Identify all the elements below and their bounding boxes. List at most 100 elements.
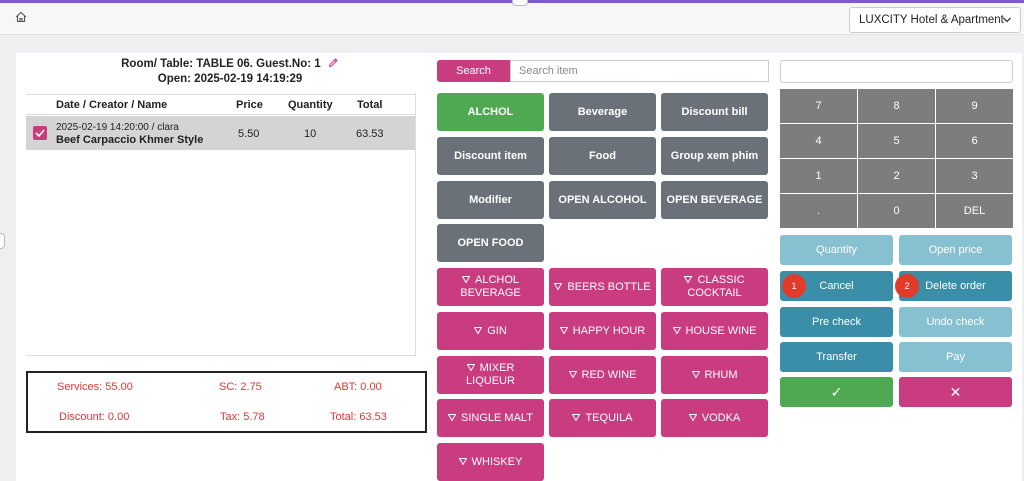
key-5[interactable]: 5 (858, 124, 935, 158)
table-row[interactable]: 2025-02-19 14:20:00 / clara Beef Carpacc… (26, 116, 415, 150)
category-discount-bill-button[interactable]: Discount bill (661, 93, 768, 131)
triangle-down-icon (466, 364, 475, 371)
triangle-down-icon (554, 282, 563, 290)
subcategory-rhum-button[interactable]: RHUM (661, 356, 768, 394)
subcategory-happy-hour-button[interactable]: HAPPY HOUR (549, 312, 656, 350)
triangle-down-icon (568, 370, 577, 378)
subcategory-mixer-liqueur-button[interactable]: MIXER LIQUEUR (437, 356, 544, 394)
step-badge-2: 2 (895, 274, 919, 298)
subcategory-label: MIXER LIQUEUR (466, 362, 515, 387)
triangle-down-icon (474, 326, 483, 334)
subcategory-tequila-button[interactable]: TEQUILA (549, 399, 656, 437)
key-1[interactable]: 1 (780, 159, 857, 193)
category-group-xem-phim-button[interactable]: Group xem phim (661, 137, 768, 175)
summary-tax: Tax: 5.78 (220, 411, 265, 423)
hotel-select-value: LUXCITY Hotel & Apartment (859, 14, 1004, 26)
col-total: Total (357, 99, 383, 111)
key-dot[interactable]: . (780, 194, 857, 228)
top-bar: LUXCITY Hotel & Apartment (0, 3, 1024, 35)
subcategory-label: BEERS BOTTLE (567, 280, 651, 293)
col-price: Price (236, 99, 263, 111)
subcategory-beers-bottle-button[interactable]: BEERS BOTTLE (549, 268, 656, 306)
triangle-down-icon (688, 413, 697, 421)
summary-abt: ABT: 0.00 (334, 381, 382, 393)
subcategory-single-malt-button[interactable]: SINGLE MALT (437, 399, 544, 437)
keypad-display[interactable] (780, 60, 1013, 83)
open-price-button[interactable]: Open price (899, 235, 1012, 265)
row-meta: 2025-02-19 14:20:00 / clara (56, 122, 179, 133)
row-quantity: 10 (304, 128, 317, 140)
hotel-select[interactable]: LUXCITY Hotel & Apartment (849, 7, 1021, 33)
row-item-name: Beef Carpaccio Khmer Style (56, 134, 204, 146)
search-button[interactable]: Search (437, 60, 510, 82)
undo-check-button[interactable]: Undo check (899, 307, 1012, 337)
subcategory-gin-button[interactable]: GIN (437, 312, 544, 350)
key-7[interactable]: 7 (780, 89, 857, 123)
order-summary: Services: 55.00 SC: 2.75 ABT: 0.00 Disco… (26, 371, 427, 433)
close-button[interactable]: ✕ (899, 377, 1012, 407)
order-table-header: Date / Creator / Name Price Quantity Tot… (26, 94, 415, 115)
key-del[interactable]: DEL (936, 194, 1013, 228)
row-price: 5.50 (238, 128, 260, 140)
subcategory-label: WHISKEY (471, 455, 523, 468)
triangle-down-icon (559, 326, 568, 334)
category-beverage-button[interactable]: Beverage (549, 93, 656, 131)
subcategory-label: RED WINE (581, 368, 637, 381)
order-header: Room/ Table: TABLE 06. Guest.No: 1 Open:… (30, 57, 430, 87)
step-badge-1: 1 (782, 274, 806, 298)
transfer-button[interactable]: Transfer (780, 342, 893, 372)
triangle-down-icon (572, 413, 581, 421)
category-food-button[interactable]: Food (549, 137, 656, 175)
key-8[interactable]: 8 (858, 89, 935, 123)
room-table-info: Room/ Table: TABLE 06. Guest.No: 1 (121, 58, 321, 70)
search-input[interactable] (510, 60, 769, 82)
key-9[interactable]: 9 (936, 89, 1013, 123)
triangle-down-icon (458, 457, 467, 465)
side-resize-handle[interactable] (0, 233, 5, 249)
pencil-icon[interactable] (328, 57, 339, 68)
pre-check-button[interactable]: Pre check (780, 307, 893, 337)
triangle-down-icon (684, 276, 693, 283)
triangle-down-icon (461, 276, 470, 283)
subcategory-label: RHUM (704, 368, 738, 381)
col-date-creator-name: Date / Creator / Name (56, 99, 168, 111)
key-2[interactable]: 2 (858, 159, 935, 193)
subcategory-label: HOUSE WINE (685, 324, 757, 337)
pay-button[interactable]: Pay (899, 342, 1012, 372)
triangle-down-icon (672, 326, 681, 334)
key-0[interactable]: 0 (858, 194, 935, 228)
category-open-alcohol-button[interactable]: OPEN ALCOHOL (549, 181, 656, 219)
summary-discount: Discount: 0.00 (59, 411, 130, 423)
subcategory-label: GIN (487, 324, 507, 337)
confirm-button[interactable]: ✓ (780, 377, 893, 407)
check-icon (35, 129, 45, 138)
subcategory-label: CLASSIC COCKTAIL (687, 274, 745, 299)
subcategory-house-wine-button[interactable]: HOUSE WINE (661, 312, 768, 350)
subcategory-label: TEQUILA (585, 411, 633, 424)
summary-total: Total: 63.53 (330, 411, 387, 423)
key-3[interactable]: 3 (936, 159, 1013, 193)
subcategory-red-wine-button[interactable]: RED WINE (549, 356, 656, 394)
summary-services: Services: 55.00 (57, 381, 133, 393)
category-open-food-button[interactable]: OPEN FOOD (437, 224, 544, 262)
subcategory-whiskey-button[interactable]: WHISKEY (437, 443, 544, 481)
col-quantity: Quantity (288, 99, 333, 111)
category-discount-item-button[interactable]: Discount item (437, 137, 544, 175)
divider (415, 93, 416, 355)
subcategory-label: HAPPY HOUR (572, 324, 646, 337)
subcategory-classic-cocktail-button[interactable]: CLASSIC COCKTAIL (661, 268, 768, 306)
subcategory-alchol-beverage-button[interactable]: ALCHOL BEVERAGE (437, 268, 544, 306)
key-4[interactable]: 4 (780, 124, 857, 158)
open-time: Open: 2025-02-19 14:19:29 (157, 73, 303, 85)
home-icon[interactable] (14, 10, 28, 24)
category-modifier-button[interactable]: Modifier (437, 181, 544, 219)
subcategory-vodka-button[interactable]: VODKA (661, 399, 768, 437)
key-6[interactable]: 6 (936, 124, 1013, 158)
category-alchol-button[interactable]: ALCHOL (437, 93, 544, 131)
chevron-down-icon (1003, 17, 1011, 23)
quantity-button[interactable]: Quantity (780, 235, 893, 265)
category-open-beverage-button[interactable]: OPEN BEVERAGE (661, 181, 768, 219)
window-resize-handle[interactable] (512, 0, 528, 6)
row-checkbox[interactable] (33, 126, 47, 140)
subcategory-label: ALCHOL BEVERAGE (460, 274, 521, 299)
